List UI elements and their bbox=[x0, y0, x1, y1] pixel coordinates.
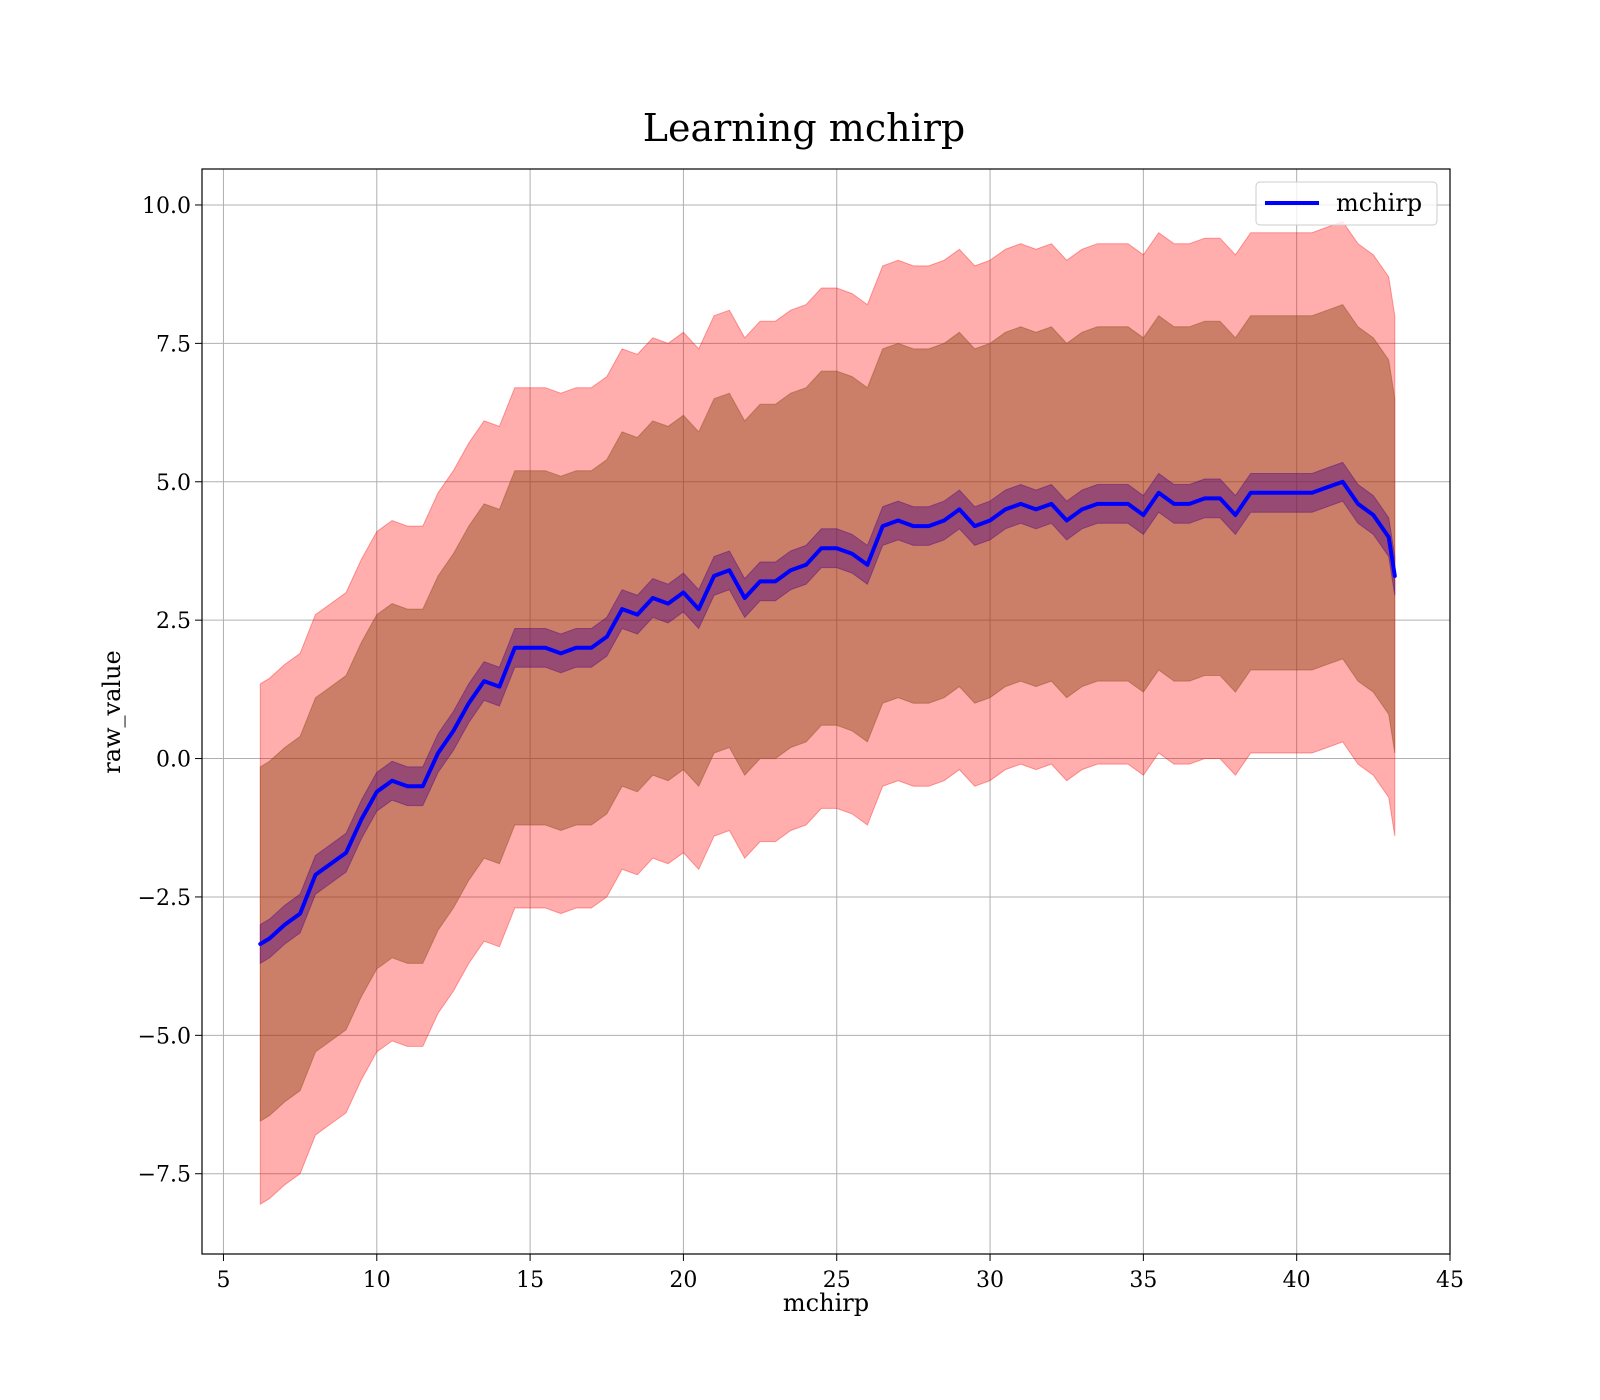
x-tick-label-3: 20 bbox=[669, 1268, 697, 1293]
x-tick-label-1: 10 bbox=[363, 1268, 391, 1293]
legend-label: mchirp bbox=[1336, 189, 1422, 217]
inner-band bbox=[259, 461, 1396, 965]
series-line-mchirp bbox=[258, 479, 1397, 946]
y-tick-label-0: 10.0 bbox=[142, 194, 191, 219]
y-axis-title: raw_value bbox=[98, 650, 126, 774]
x-tick-label-7: 40 bbox=[1283, 1268, 1311, 1293]
y-tick-label-5: −2.5 bbox=[138, 886, 191, 911]
y-tick-label-1: 7.5 bbox=[156, 332, 191, 357]
y-axis: 10.0 7.5 5.0 2.5 0.0 −2.5 −5.0 −7.5 bbox=[138, 194, 202, 1188]
middle-band bbox=[259, 303, 1396, 1122]
outer-band bbox=[259, 221, 1396, 1206]
x-tick-label-6: 35 bbox=[1129, 1268, 1157, 1293]
legend-box bbox=[1255, 181, 1438, 226]
y-tick-label-6: −5.0 bbox=[138, 1024, 191, 1049]
chart-title: Learning mchirp bbox=[643, 106, 965, 150]
x-tick-label-0: 5 bbox=[216, 1268, 230, 1293]
plot-frame bbox=[201, 168, 1451, 1255]
y-tick-label-3: 2.5 bbox=[156, 609, 191, 634]
x-tick-label-5: 30 bbox=[976, 1268, 1004, 1293]
x-tick-label-4: 25 bbox=[823, 1268, 851, 1293]
y-tick-label-4: 0.0 bbox=[156, 748, 191, 773]
x-axis-title: mchirp bbox=[783, 1289, 869, 1317]
x-tick-label-2: 15 bbox=[516, 1268, 544, 1293]
x-tick-label-8: 45 bbox=[1436, 1268, 1464, 1293]
series-lines bbox=[258, 479, 1397, 946]
confidence-bands bbox=[259, 221, 1396, 1206]
y-tick-label-7: −7.5 bbox=[138, 1163, 191, 1188]
x-axis: 5 10 15 20 25 30 35 40 45 bbox=[216, 1254, 1464, 1293]
legend: mchirp bbox=[1255, 181, 1438, 226]
y-tick-label-2: 5.0 bbox=[156, 471, 191, 496]
